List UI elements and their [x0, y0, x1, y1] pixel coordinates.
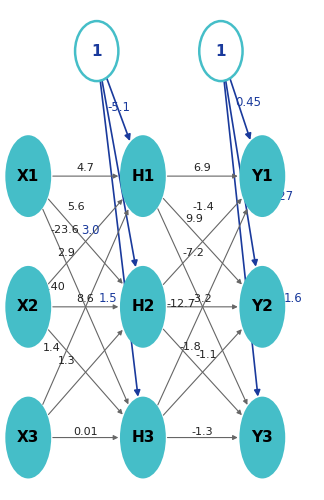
Circle shape	[5, 135, 51, 217]
Circle shape	[120, 135, 166, 217]
Circle shape	[5, 396, 51, 478]
Text: -23.6: -23.6	[51, 225, 79, 235]
Text: X3: X3	[17, 430, 40, 445]
Ellipse shape	[199, 21, 243, 81]
Circle shape	[239, 266, 285, 348]
Circle shape	[239, 135, 285, 217]
Text: -1.4: -1.4	[192, 202, 214, 212]
Text: -5.1: -5.1	[108, 102, 131, 114]
Text: -3.2: -3.2	[191, 294, 213, 304]
Text: -1.8: -1.8	[180, 342, 202, 351]
Text: 0.01: 0.01	[73, 427, 98, 437]
Text: 5.6: 5.6	[67, 202, 85, 212]
Text: H1: H1	[131, 168, 155, 184]
Text: 1: 1	[91, 44, 102, 59]
Text: Y2: Y2	[251, 300, 273, 314]
Text: 1.5: 1.5	[98, 292, 117, 305]
Ellipse shape	[75, 21, 118, 81]
Text: 0.40: 0.40	[40, 282, 64, 292]
Text: H2: H2	[131, 300, 155, 314]
Text: -7.2: -7.2	[183, 248, 205, 258]
Text: 8.6: 8.6	[77, 294, 95, 304]
Text: 9.9: 9.9	[185, 214, 203, 224]
Text: 1: 1	[216, 44, 226, 59]
Text: 4.7: 4.7	[77, 162, 95, 172]
Text: 6.9: 6.9	[193, 162, 211, 172]
Text: 2.9: 2.9	[58, 248, 75, 258]
Circle shape	[120, 266, 166, 348]
Text: 0.27: 0.27	[267, 190, 293, 202]
Text: Y3: Y3	[251, 430, 273, 445]
Text: H3: H3	[131, 430, 155, 445]
Text: 1.3: 1.3	[58, 356, 75, 366]
Text: 1.6: 1.6	[283, 292, 302, 305]
Circle shape	[5, 266, 51, 348]
Text: -1.3: -1.3	[191, 427, 213, 437]
Text: X2: X2	[17, 300, 40, 314]
Circle shape	[120, 396, 166, 478]
Text: 1.4: 1.4	[43, 344, 61, 353]
Circle shape	[239, 396, 285, 478]
Text: -1.1: -1.1	[196, 350, 217, 360]
Text: 0.45: 0.45	[235, 96, 261, 108]
Text: X1: X1	[17, 168, 40, 184]
Text: 3.0: 3.0	[81, 224, 99, 236]
Text: -12.7: -12.7	[167, 299, 196, 309]
Text: Y1: Y1	[251, 168, 273, 184]
